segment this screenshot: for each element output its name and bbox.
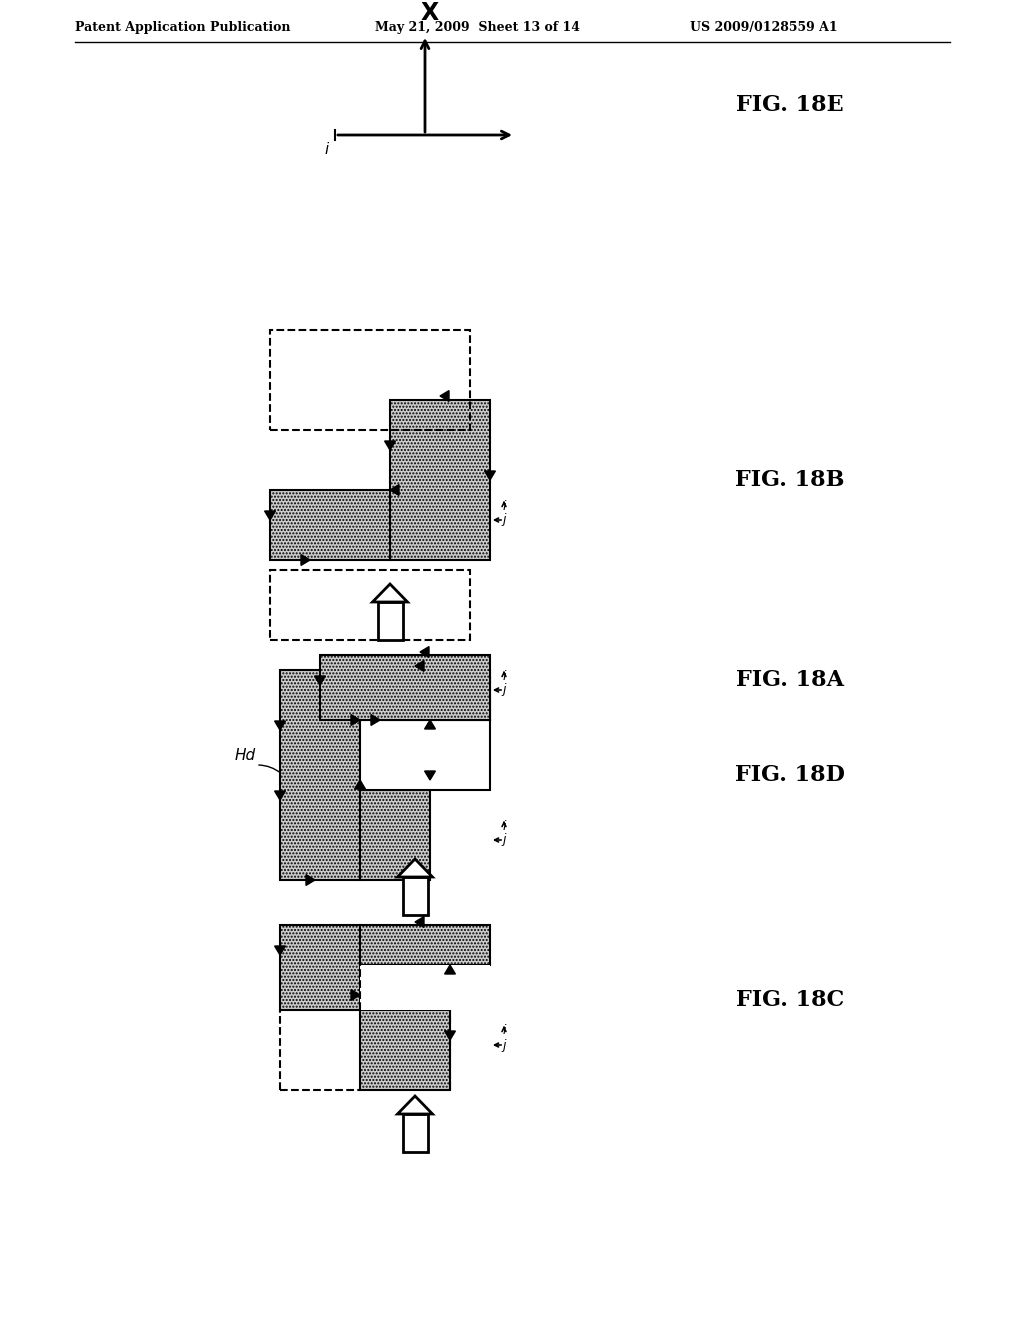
Text: FIG. 18C: FIG. 18C (736, 989, 844, 1011)
Bar (280, 671, 360, 880)
Polygon shape (301, 554, 310, 565)
Polygon shape (444, 965, 456, 974)
Bar (270, 570, 470, 640)
Text: May 21, 2009  Sheet 13 of 14: May 21, 2009 Sheet 13 of 14 (375, 21, 580, 34)
Polygon shape (385, 441, 395, 450)
Polygon shape (351, 714, 360, 726)
Polygon shape (314, 676, 326, 685)
Text: FIG. 18D: FIG. 18D (735, 764, 845, 785)
Text: FIG. 18E: FIG. 18E (736, 94, 844, 116)
Bar (360, 1010, 450, 1090)
Bar (360, 965, 490, 1010)
Polygon shape (371, 714, 380, 726)
Text: j: j (502, 833, 506, 846)
Polygon shape (425, 771, 435, 780)
Polygon shape (274, 791, 286, 800)
Polygon shape (274, 946, 286, 954)
Polygon shape (306, 875, 315, 886)
Text: X: X (421, 1, 439, 25)
Polygon shape (390, 484, 399, 495)
Polygon shape (397, 859, 432, 876)
Text: FIG. 18A: FIG. 18A (736, 669, 844, 690)
Bar (270, 330, 470, 430)
Text: j: j (502, 513, 506, 527)
Bar (378, 602, 402, 640)
Text: US 2009/0128559 A1: US 2009/0128559 A1 (690, 21, 838, 34)
Text: i: i (502, 820, 506, 833)
Polygon shape (397, 1096, 432, 1114)
Bar (360, 671, 490, 719)
Polygon shape (373, 583, 408, 602)
Bar (360, 719, 490, 789)
Bar (360, 789, 430, 880)
Polygon shape (425, 719, 435, 729)
Polygon shape (444, 1031, 456, 1040)
Polygon shape (484, 471, 496, 480)
Polygon shape (415, 660, 424, 672)
Text: j: j (502, 684, 506, 697)
Polygon shape (354, 780, 366, 789)
Text: i: i (502, 1024, 506, 1038)
Bar (319, 655, 490, 719)
Polygon shape (415, 916, 424, 928)
Polygon shape (351, 990, 360, 1001)
Text: FIG. 18B: FIG. 18B (735, 469, 845, 491)
Text: i: i (502, 669, 506, 682)
Bar (360, 925, 490, 965)
Text: Patent Application Publication: Patent Application Publication (75, 21, 291, 34)
Bar (390, 400, 490, 560)
Text: j: j (502, 1039, 506, 1052)
Text: Hd: Hd (234, 747, 256, 763)
Polygon shape (274, 721, 286, 730)
Bar (270, 490, 390, 560)
Polygon shape (420, 647, 429, 657)
Text: i: i (325, 141, 329, 157)
Bar (402, 1114, 427, 1152)
Bar (402, 876, 427, 915)
Bar (280, 925, 360, 1010)
Text: i: i (502, 499, 506, 512)
Polygon shape (440, 391, 449, 401)
Polygon shape (264, 511, 275, 520)
